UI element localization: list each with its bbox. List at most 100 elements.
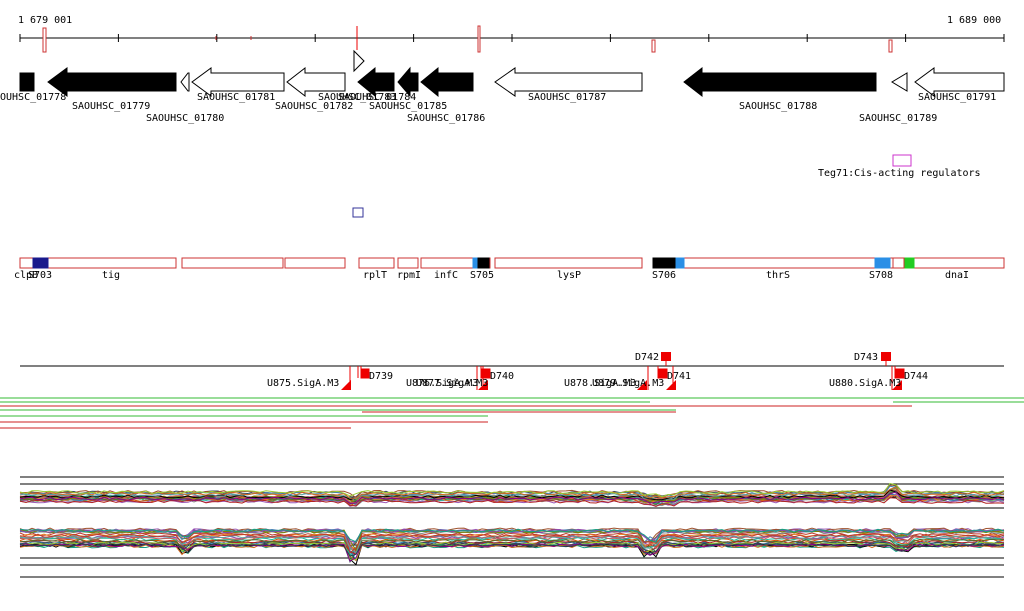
operon-segment-rpmI[interactable] [397, 257, 419, 269]
operon-label: thrS [766, 270, 790, 281]
expression-profile-line [19, 533, 1005, 554]
operon-track [19, 257, 1005, 269]
promoter-label: U875.SigA.M3 [267, 378, 339, 389]
expression-profile-line [19, 497, 1005, 507]
gene-label: SAOUHSC_01783 [318, 92, 396, 103]
ruler-ticks [19, 34, 1005, 42]
segment-s705-black[interactable] [477, 257, 490, 269]
terminator-d740[interactable] [480, 366, 491, 379]
expression-profile-line [19, 482, 1005, 498]
gene-labels: OUHSC_01778 SAOUHSC_01779 SAOUHSC_01780 … [0, 92, 996, 124]
expression-profile-line [19, 538, 1005, 554]
promoter-label: U880.SigA.M3 [829, 378, 901, 389]
gene-g1782[interactable] [286, 66, 346, 98]
operon-segment-infC[interactable] [420, 257, 491, 269]
gene-g1788[interactable] [683, 66, 877, 98]
promoter-label: U876.SigA.M3 [406, 378, 478, 389]
promoter-u880[interactable] [892, 380, 902, 390]
operon-segment-thrS[interactable] [652, 257, 1005, 269]
operon-label: dnaI [945, 270, 969, 281]
expression-profiles [19, 482, 1005, 566]
gene-label: SAOUHSC_01791 [918, 92, 996, 103]
expression-profile-line [19, 491, 1005, 505]
terminator-label: D740 [490, 371, 514, 382]
terminator-d744[interactable] [894, 366, 905, 379]
expression-panel [19, 476, 1005, 578]
expression-profile-line [19, 489, 1005, 501]
terminator-label: D741 [667, 371, 691, 382]
terminator-d741[interactable] [657, 366, 668, 379]
gene-g1780[interactable] [180, 72, 190, 92]
gene-label: SAOUHSC_01788 [739, 101, 817, 112]
operon-label: lysP [557, 270, 581, 281]
promoter-u875[interactable] [341, 380, 351, 390]
gene-label: SAOUHSC_01782 [275, 101, 353, 112]
terminator-d742[interactable] [661, 352, 671, 361]
gene-label: OUHSC_01778 [0, 92, 66, 103]
promoter-label: U879.SigA.M3 [592, 378, 664, 389]
gene-label: SAOUHSC_01785 [369, 101, 447, 112]
coordinate-ruler: 1 679 001 1 689 000 [18, 15, 1005, 53]
regulatory-elements-track: D739 D740 D741 D742 D743 D744 U875.SigA.… [20, 352, 1004, 390]
gene-g1791[interactable] [914, 67, 1005, 97]
operon-segment[interactable] [181, 257, 284, 269]
expression-profile-line [19, 544, 1005, 562]
gene-g1787[interactable] [494, 67, 643, 97]
small-feature-box[interactable] [352, 207, 364, 218]
ruler-highlight-4 [651, 39, 656, 53]
promoter-u878[interactable] [637, 380, 647, 390]
operon-label: rplT [363, 270, 387, 281]
operon-label: tig [102, 270, 120, 281]
promoter-label: U877.SigA.M3 [416, 378, 488, 389]
expression-profile-line [19, 493, 1005, 507]
gene-label: SAOUHSC_01787 [528, 92, 606, 103]
operon-labels: clpB S703 tig rplT rpmI infC S705 lysP S… [14, 270, 969, 281]
gene-label: SAOUHSC_01781 [197, 92, 275, 103]
operon-label: S705 [470, 270, 494, 281]
gene-g1784[interactable] [397, 66, 419, 98]
expression-profile-line [19, 543, 1005, 557]
segment-s705-blue[interactable] [472, 257, 479, 269]
terminator-d739[interactable] [360, 366, 370, 379]
operon-label: S708 [869, 270, 893, 281]
regulator-box[interactable] [892, 154, 912, 167]
ruler-highlights [42, 25, 893, 53]
gene-g1779[interactable] [47, 67, 177, 97]
operon-segment[interactable] [892, 257, 905, 269]
gene-label: SAOUHSC_01780 [146, 113, 224, 124]
promoter-label: U878.SigA.M3 [564, 378, 636, 389]
gene-g1789[interactable] [891, 72, 908, 92]
gene-g1785[interactable] [420, 66, 474, 98]
segment-green[interactable] [904, 257, 915, 269]
operon-segment-lysP[interactable] [494, 257, 643, 269]
expression-profile-line [19, 539, 1005, 555]
gene-track [19, 49, 1005, 98]
segment-s706-blue[interactable] [675, 257, 685, 269]
terminator-label: D743 [854, 352, 878, 363]
ruler-highlight-3 [477, 25, 481, 53]
expression-profile-line [19, 486, 1005, 499]
segment-s706-black[interactable] [652, 257, 677, 269]
ruler-end-label: 1 689 000 [947, 15, 1001, 26]
operon-label: clpB [14, 270, 38, 281]
operon-label: S703 [28, 270, 52, 281]
terminator-label: D739 [369, 371, 393, 382]
operon-segment[interactable] [284, 257, 346, 269]
gene-g1781[interactable] [191, 67, 285, 97]
expression-profile-line [19, 535, 1005, 555]
operon-segment-rplT[interactable] [358, 257, 395, 269]
terminator-label: D744 [904, 371, 928, 382]
gene-g1778[interactable] [19, 72, 35, 92]
gene-g1783[interactable] [357, 66, 395, 98]
operon-label: infC [434, 270, 458, 281]
regulator-label: Teg71:Cis-acting regulators [818, 168, 981, 179]
terminator-d743[interactable] [881, 352, 891, 361]
segment-s703[interactable] [32, 257, 49, 269]
gene-label: SAOUHSC_01786 [407, 113, 485, 124]
gene-small-forward[interactable] [353, 49, 365, 73]
regulator-track: Teg71:Cis-acting regulators [352, 154, 981, 218]
terminator-label: D742 [635, 352, 659, 363]
segment-s708-blue[interactable] [874, 257, 891, 269]
operon-segment[interactable] [19, 257, 177, 269]
